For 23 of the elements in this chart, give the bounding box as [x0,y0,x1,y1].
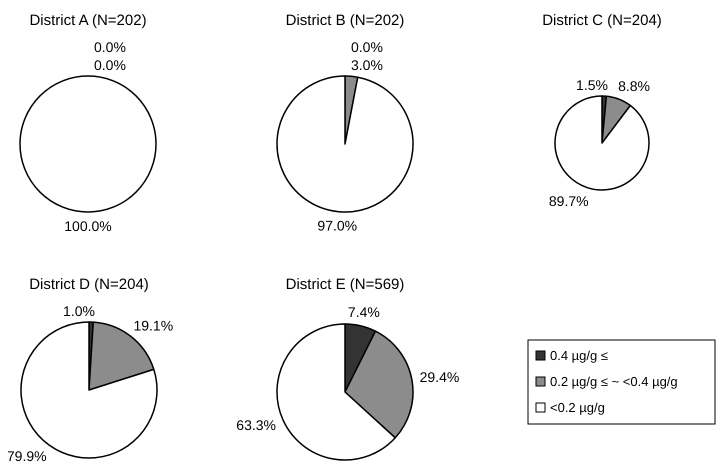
data-label: 100.0% [64,218,112,234]
chart-title: District D (N=204) [29,276,149,293]
data-label: 3.0% [351,57,383,73]
legend-label: 0.2 µg/g ≤ ~ <0.4 µg/g [550,374,678,389]
text: 0.0% [94,39,126,55]
legend-label: 0.4 µg/g ≤ [550,348,608,363]
legend-label: <0.2 µg/g [550,400,605,415]
chart-title: District A (N=202) [29,12,147,29]
chart-title: District C (N=204) [542,12,662,29]
data-label: 63.3% [236,417,276,434]
data-label: 1.5% [576,77,608,93]
data-label: 19.1% [133,317,174,334]
chart-title: District B (N=202) [286,12,404,29]
chart-title: District E (N=569) [286,276,404,293]
data-label: 89.7% [548,192,589,209]
data-label: 1.0% [63,303,95,319]
data-label: 97.0% [317,218,358,234]
text: 0.0% [351,39,383,55]
data-label: 29.4% [420,369,460,386]
text: 0.0% [94,57,126,73]
data-label: 79.9% [6,448,47,464]
data-label: 8.8% [618,78,650,94]
data-label: 7.4% [348,304,380,320]
